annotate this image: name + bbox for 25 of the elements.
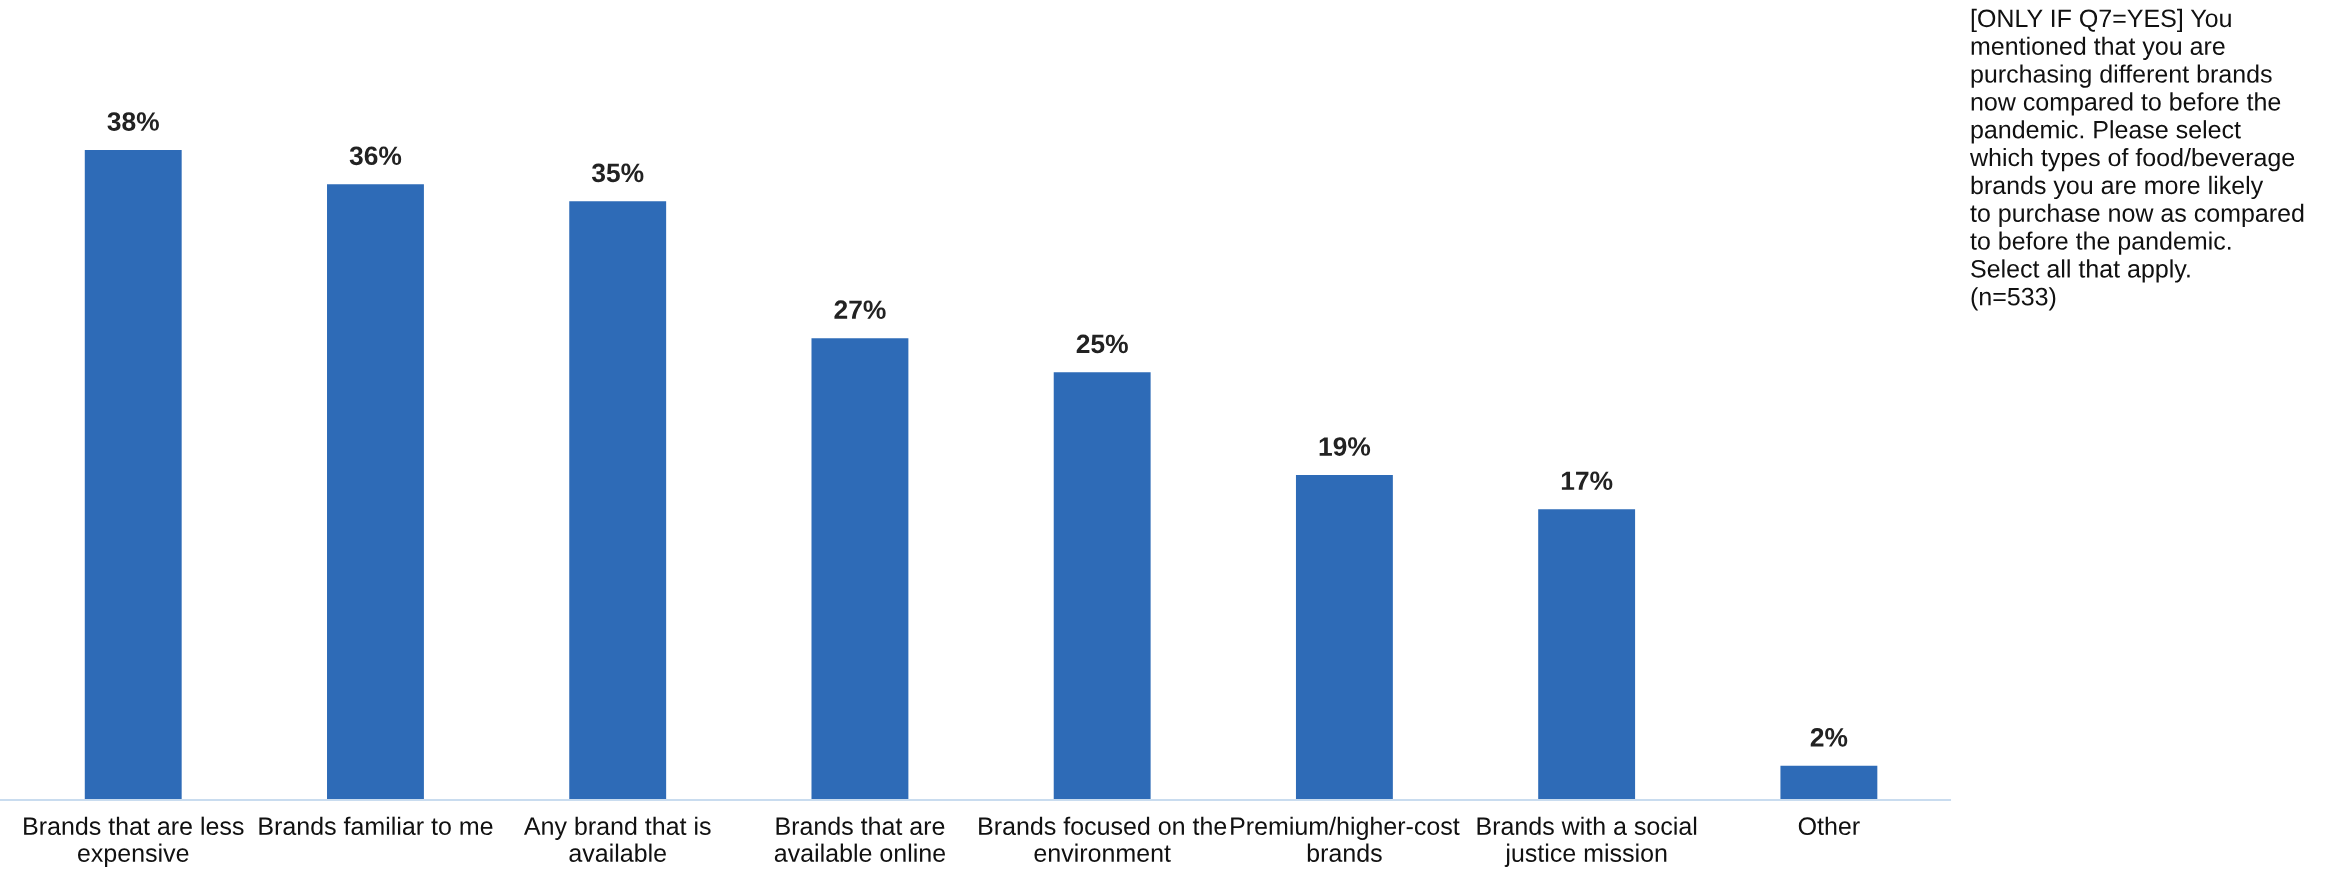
bar: [1053, 372, 1151, 800]
data-label: 2%: [1810, 728, 1848, 747]
data-label: 19%: [1319, 437, 1371, 456]
data-label: 25%: [1076, 334, 1128, 354]
bar: [84, 150, 182, 800]
data-label: 17%: [1561, 471, 1613, 491]
bar: [1538, 509, 1636, 800]
x-tick-label: Brands that are available online: [774, 816, 946, 862]
bar: [1780, 765, 1878, 800]
data-label: 35%: [591, 163, 644, 183]
x-tick-label: Brands focused on the environment: [979, 816, 1227, 862]
bar: [811, 338, 909, 800]
data-label: 38%: [107, 112, 159, 131]
data-label: 36%: [349, 146, 402, 166]
x-tick-label: Brands familiar to me: [259, 816, 493, 836]
bar: [327, 184, 424, 800]
data-label: 27%: [834, 300, 886, 319]
text: [ONLY IF Q7=YES] You mentioned that you are purchasing different brands now compared to before the pandemic. Please select which types of food/beverage brands you are more likely to purchase now as compared to before the pandemic. Select all that apply. (n=533): [1969, 8, 2304, 311]
x-tick-label: Brands that are less expensive: [24, 816, 244, 867]
x-tick-label: Other: [1798, 816, 1860, 836]
x-tick-label: Any brand that is available: [523, 816, 711, 862]
x-tick-label: Premium/higher-cost brands: [1231, 816, 1460, 862]
bar: [1295, 475, 1393, 800]
bar: [569, 201, 667, 800]
x-tick-label: Brands with a social justice mission: [1477, 816, 1697, 867]
